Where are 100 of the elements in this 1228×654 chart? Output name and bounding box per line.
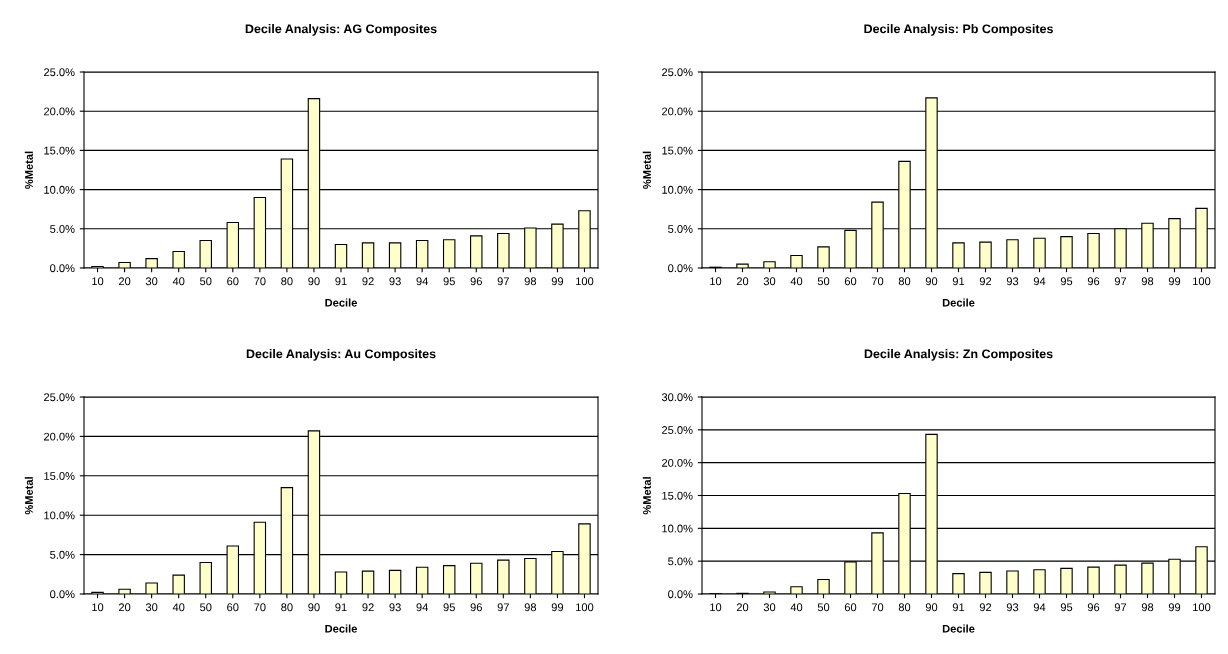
- x-tick-label: 80: [281, 277, 293, 286]
- x-tick-label: 90: [925, 603, 938, 612]
- y-tick-label: 5.0%: [50, 550, 75, 559]
- y-tick-label: 25.0%: [44, 68, 75, 77]
- x-tick-label: 99: [551, 277, 564, 286]
- y-tick-label: 15.0%: [662, 491, 693, 500]
- x-tick-label: 94: [1033, 603, 1046, 612]
- x-tick-label: 91: [335, 603, 347, 612]
- x-tick-label: 100: [1193, 603, 1211, 612]
- y-axis-title: %Metal: [642, 151, 651, 189]
- chart-title: Decile Analysis: Zn Composites: [864, 349, 1053, 361]
- x-axis-title: Decile: [325, 624, 357, 633]
- x-tick-label: 95: [443, 603, 455, 612]
- x-tick-label: 91: [335, 277, 347, 286]
- x-tick-label: 98: [1141, 603, 1154, 612]
- x-tick-label: 30: [763, 277, 776, 286]
- x-tick-label: 90: [308, 277, 320, 286]
- x-tick-label: 92: [362, 277, 374, 286]
- x-tick-label: 99: [551, 603, 564, 612]
- x-tick-label: 50: [200, 277, 212, 286]
- x-tick-label: 98: [524, 277, 537, 286]
- x-tick-label: 99: [1168, 603, 1181, 612]
- x-tick-label: 70: [871, 277, 884, 286]
- x-tick-label: 93: [1006, 277, 1019, 286]
- x-tick-label: 10: [92, 603, 104, 612]
- x-tick-label: 100: [576, 277, 594, 286]
- x-tick-label: 60: [227, 277, 239, 286]
- x-tick-label: 40: [172, 277, 185, 286]
- x-tick-label: 100: [576, 603, 594, 612]
- x-tick-label: 97: [1114, 277, 1127, 286]
- x-tick-label: 97: [497, 277, 509, 286]
- x-tick-label: 30: [145, 603, 158, 612]
- x-tick-label: 40: [790, 277, 803, 286]
- x-tick-label: 20: [118, 603, 131, 612]
- y-tick-label: 5.0%: [50, 225, 75, 233]
- x-tick-label: 70: [254, 603, 266, 612]
- x-axis-title: Decile: [942, 624, 975, 633]
- x-tick-label: 98: [524, 603, 537, 612]
- x-tick-label: 80: [898, 277, 911, 286]
- y-tick-label: 0.0%: [668, 590, 693, 599]
- x-tick-label: 97: [1114, 603, 1127, 612]
- y-axis-title: %Metal: [642, 477, 651, 515]
- x-tick-label: 20: [736, 603, 749, 612]
- y-tick-label: 15.0%: [662, 146, 693, 155]
- x-tick-label: 93: [389, 277, 401, 286]
- x-tick-label: 90: [308, 603, 320, 612]
- x-tick-label: 70: [871, 603, 884, 612]
- y-tick-label: 10.0%: [44, 511, 75, 520]
- x-tick-label: 95: [1060, 277, 1073, 286]
- x-tick-label: 99: [1168, 277, 1181, 286]
- x-tick-label: 92: [362, 603, 374, 612]
- x-tick-label: 80: [281, 603, 293, 612]
- y-tick-label: 15.0%: [44, 146, 75, 155]
- y-tick-label: 5.0%: [668, 225, 693, 233]
- x-tick-label: 50: [200, 603, 212, 612]
- x-tick-label: 40: [790, 603, 803, 612]
- x-tick-label: 30: [145, 277, 158, 286]
- y-tick-label: 0.0%: [50, 264, 75, 273]
- x-tick-label: 96: [1087, 277, 1100, 286]
- x-tick-label: 93: [389, 603, 401, 612]
- x-tick-label: 100: [1193, 277, 1211, 286]
- x-tick-label: 30: [763, 603, 776, 612]
- y-tick-label: 20.0%: [44, 432, 75, 441]
- y-tick-label: 20.0%: [662, 458, 693, 467]
- x-tick-label: 92: [979, 603, 992, 612]
- chart-title: Decile Analysis: Pb Composites: [864, 24, 1053, 36]
- y-tick-label: 25.0%: [662, 68, 693, 77]
- x-tick-label: 70: [254, 277, 266, 286]
- y-tick-label: 20.0%: [44, 107, 75, 116]
- x-tick-label: 10: [710, 277, 722, 286]
- y-axis-title: %Metal: [24, 151, 33, 189]
- x-tick-label: 20: [736, 277, 749, 286]
- x-tick-label: 60: [844, 277, 857, 286]
- x-tick-label: 60: [227, 603, 239, 612]
- y-tick-label: 5.0%: [668, 557, 693, 566]
- x-tick-label: 94: [1033, 277, 1046, 286]
- x-axis-title: Decile: [942, 298, 975, 307]
- x-axis-title: Decile: [325, 298, 357, 307]
- x-tick-label: 96: [470, 277, 482, 286]
- x-tick-label: 91: [952, 277, 965, 286]
- x-tick-label: 98: [1141, 277, 1154, 286]
- x-tick-label: 91: [952, 603, 965, 612]
- y-tick-label: 20.0%: [662, 107, 693, 116]
- y-tick-label: 10.0%: [662, 185, 693, 194]
- x-tick-label: 50: [817, 603, 830, 612]
- y-tick-label: 0.0%: [668, 264, 693, 273]
- y-tick-label: 25.0%: [662, 426, 693, 434]
- x-tick-label: 50: [817, 277, 830, 286]
- chart-title: Decile Analysis: AG Composites: [245, 24, 437, 36]
- x-tick-label: 96: [470, 603, 482, 612]
- x-tick-label: 96: [1087, 603, 1100, 612]
- y-tick-label: 15.0%: [44, 472, 75, 480]
- x-tick-label: 92: [979, 277, 992, 286]
- x-tick-label: 97: [497, 603, 509, 612]
- y-tick-label: 25.0%: [44, 393, 75, 402]
- x-tick-label: 95: [443, 277, 455, 286]
- x-tick-label: 20: [118, 277, 131, 286]
- x-tick-label: 40: [172, 603, 185, 612]
- x-tick-label: 93: [1006, 603, 1019, 612]
- chart-title: Decile Analysis: Au Composites: [246, 349, 436, 361]
